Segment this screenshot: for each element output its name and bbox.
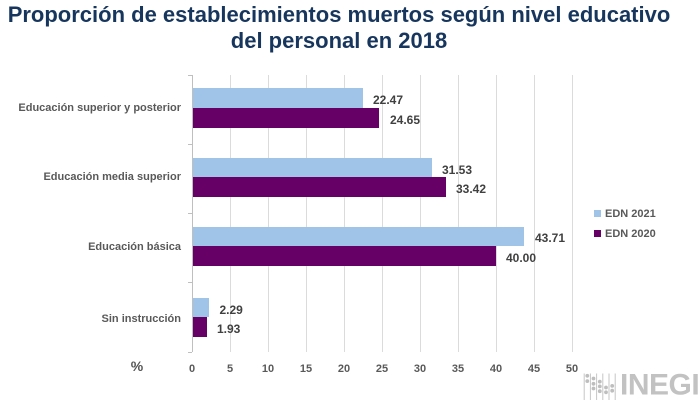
svg-text:INEGI: INEGI: [620, 369, 699, 402]
